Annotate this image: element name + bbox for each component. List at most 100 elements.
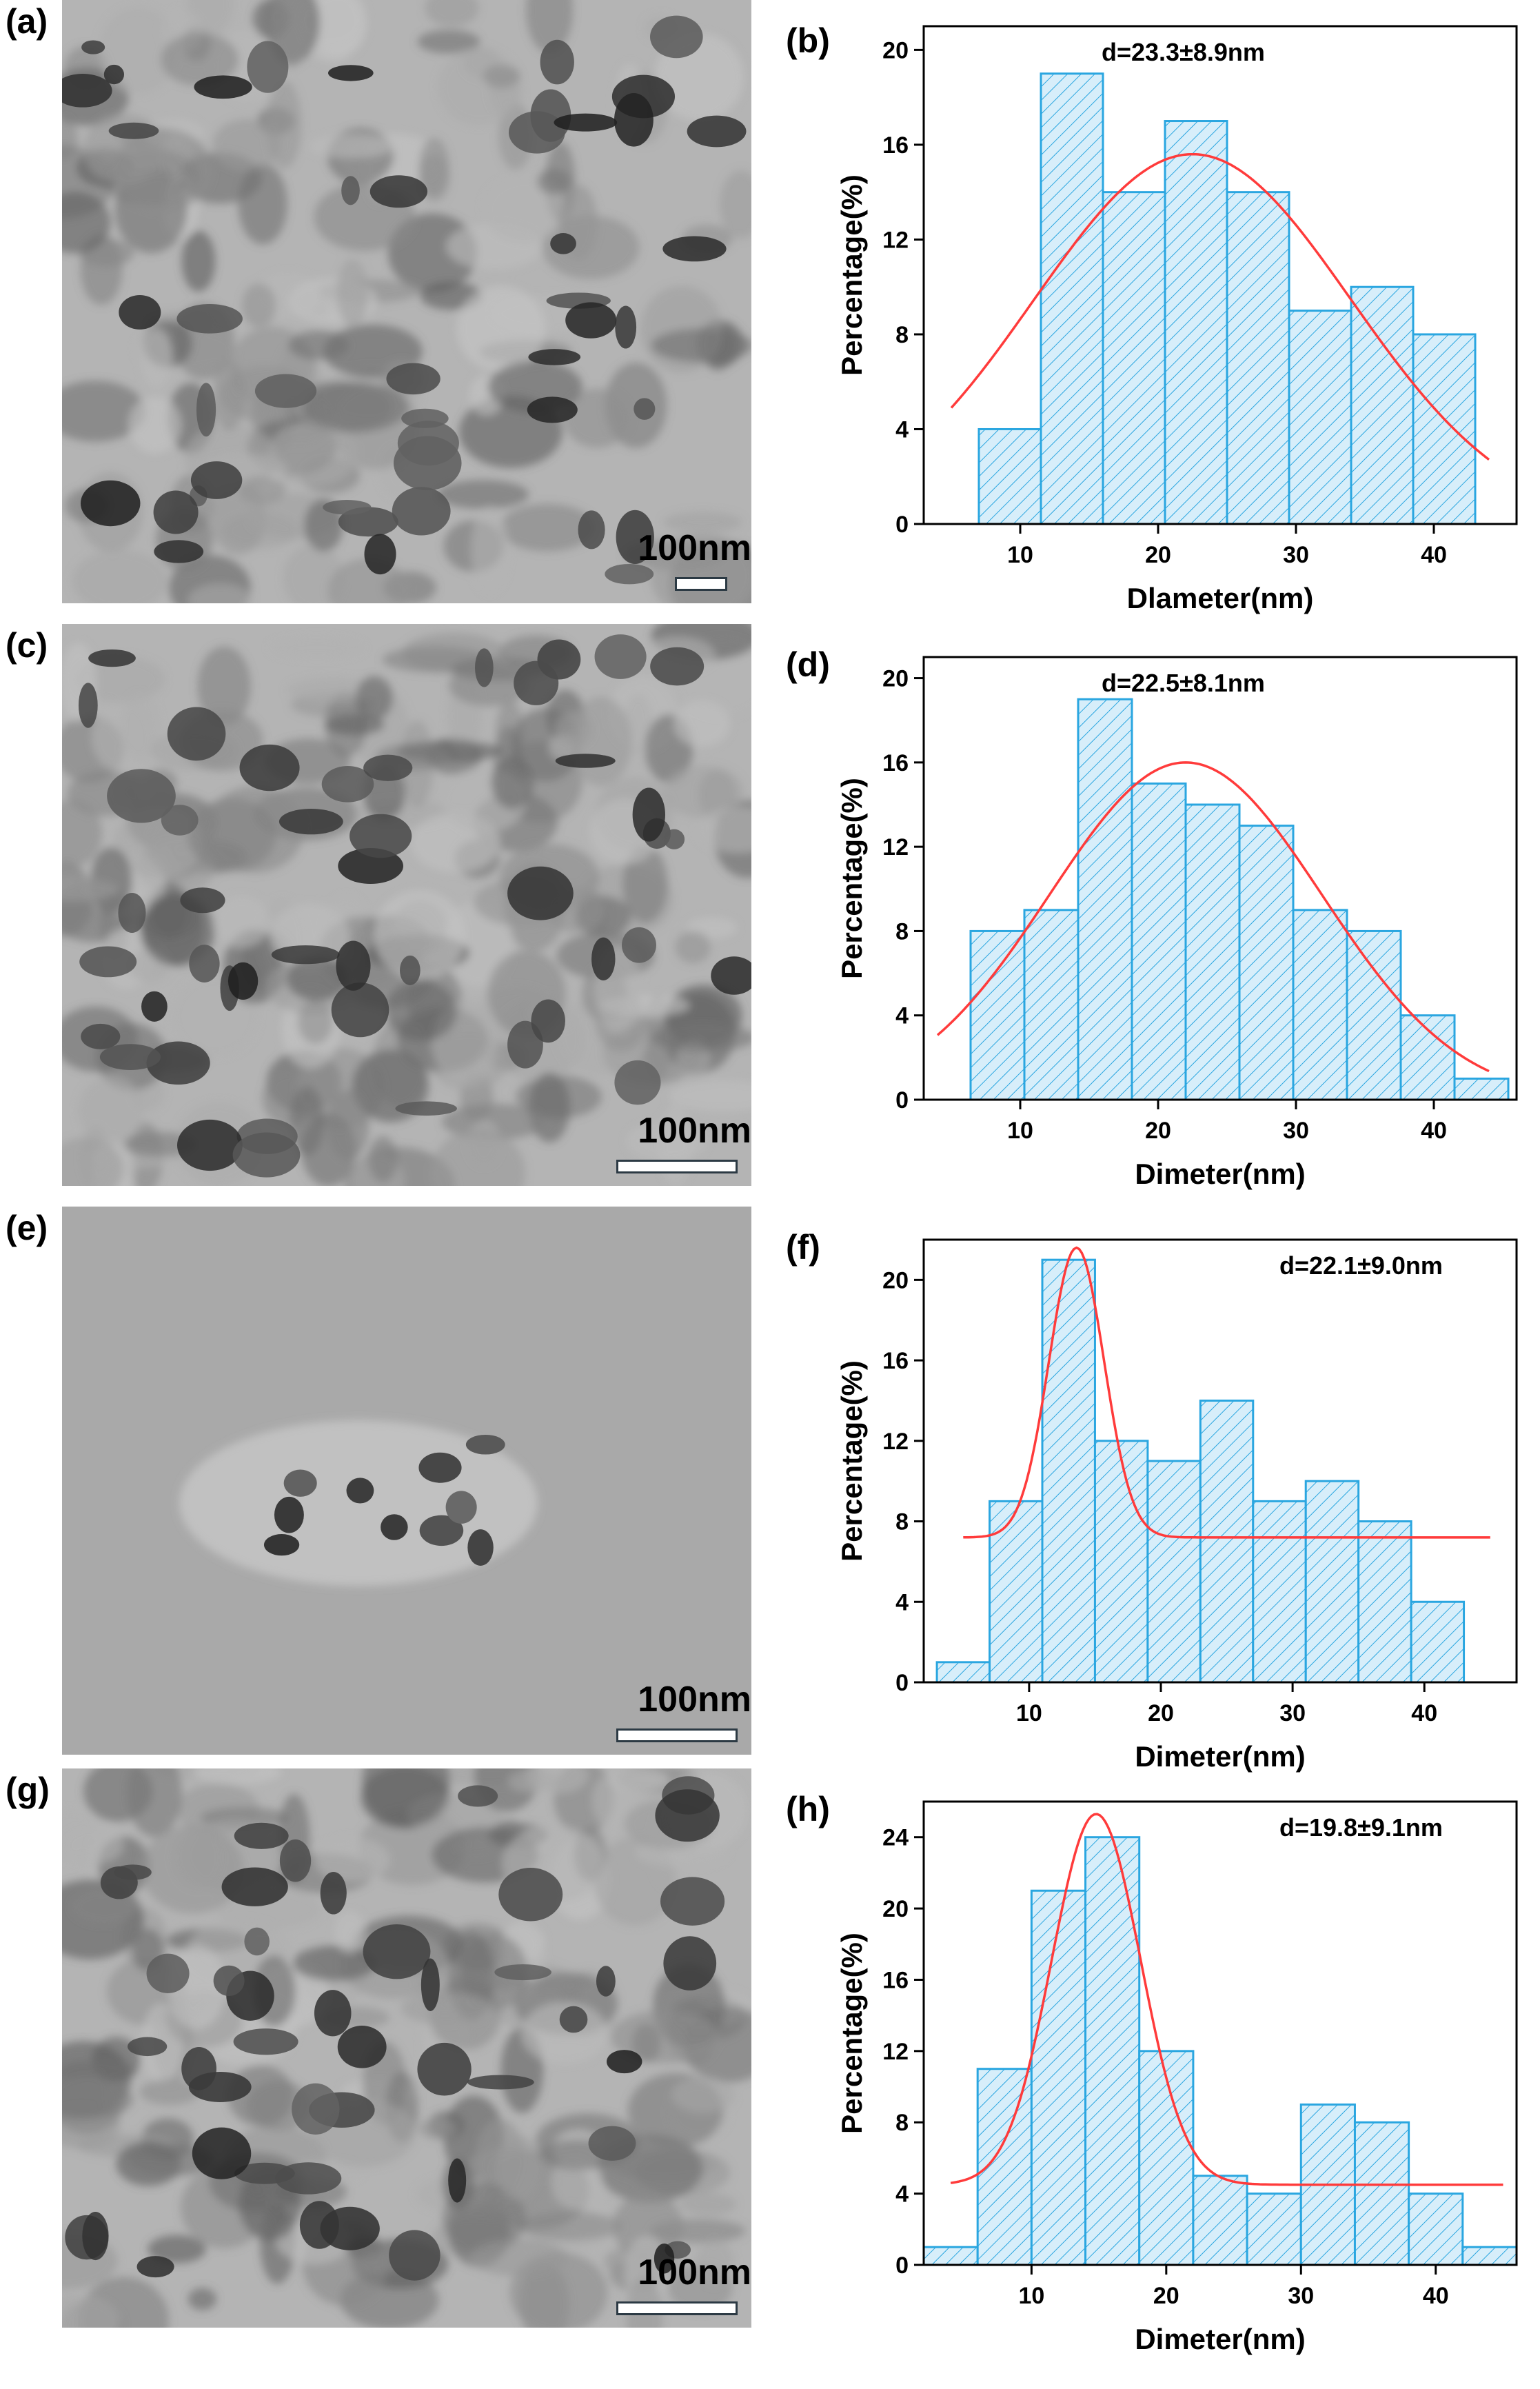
histogram-bar bbox=[1041, 1258, 1096, 1684]
histogram-bar bbox=[1453, 1077, 1510, 1101]
x-tick-label: 10 bbox=[1016, 1700, 1042, 1726]
histogram-svg: 10 20 30 40 0 4 8 12 16 20 Dimeter(nm) Percentage(%… bbox=[835, 656, 1518, 1190]
histogram-bar bbox=[1138, 2050, 1195, 2266]
y-tick-label: 12 bbox=[882, 1429, 909, 1455]
plot-frame bbox=[922, 656, 1518, 1101]
histogram-bar bbox=[1077, 698, 1133, 1101]
histogram-bar bbox=[1238, 825, 1295, 1101]
fit-curve bbox=[963, 1246, 1490, 1539]
mean-diameter-annotation: d=19.8±9.1nm bbox=[1279, 1813, 1443, 1842]
ticks: 10 20 30 40 0 4 8 12 16 20 24 bbox=[882, 1825, 1448, 2309]
y-axis-label: Percentage(%) bbox=[835, 778, 868, 979]
scale-bar-label: 100nm bbox=[638, 1680, 751, 1720]
histogram-bar bbox=[1252, 1500, 1307, 1684]
y-tick-label: 4 bbox=[895, 1003, 909, 1029]
histogram-bar bbox=[1164, 120, 1228, 525]
y-axis-label: Percentage(%) bbox=[835, 1933, 868, 2134]
figure-row: 100nm (c) 10 20 30 40 0 4 8 12 16 20 Dimeter(nm) Pe… bbox=[0, 624, 1540, 1190]
x-axis-label: Dimeter(nm) bbox=[1135, 1740, 1305, 1773]
x-tick-label: 40 bbox=[1423, 2283, 1449, 2309]
histogram-bar bbox=[1408, 2193, 1464, 2266]
x-tick-label: 30 bbox=[1279, 1700, 1306, 1726]
histogram-svg: 10 20 30 40 0 4 8 12 16 20 Dlameter(nm) Percentage(… bbox=[835, 25, 1518, 614]
ticks: 10 20 30 40 0 4 8 12 16 20 bbox=[882, 1267, 1437, 1726]
histogram-bar bbox=[1357, 1520, 1412, 1684]
tem-image: 100nm bbox=[62, 624, 751, 1186]
y-tick-label: 0 bbox=[895, 512, 909, 538]
x-tick-label: 20 bbox=[1148, 1700, 1174, 1726]
particles bbox=[78, 634, 751, 1178]
y-tick-label: 4 bbox=[895, 2181, 909, 2208]
x-axis-label: Dimeter(nm) bbox=[1135, 1158, 1305, 1190]
panel-label-image: (a) bbox=[6, 2, 48, 41]
histogram-bar bbox=[1040, 72, 1104, 525]
histogram-bar bbox=[935, 1661, 991, 1684]
scale-bar bbox=[675, 577, 727, 591]
histogram-bar bbox=[1093, 1440, 1149, 1684]
histogram-bar bbox=[1023, 909, 1080, 1101]
y-tick-label: 16 bbox=[882, 1967, 909, 1993]
micrograph bbox=[62, 1768, 751, 2328]
histogram-bar bbox=[1030, 1889, 1087, 2266]
histogram-bar bbox=[1350, 285, 1415, 525]
panel-label-chart: (f) bbox=[786, 1228, 820, 1267]
bars bbox=[977, 72, 1477, 525]
bars bbox=[969, 698, 1510, 1101]
x-tick-label: 40 bbox=[1421, 1118, 1447, 1144]
y-tick-label: 20 bbox=[882, 1267, 909, 1293]
y-tick-label: 20 bbox=[882, 37, 909, 63]
x-tick-label: 40 bbox=[1421, 542, 1447, 568]
y-tick-label: 20 bbox=[882, 1896, 909, 1922]
histogram-bar bbox=[1184, 803, 1241, 1101]
histogram-bar bbox=[1410, 1600, 1466, 1684]
x-tick-label: 20 bbox=[1145, 542, 1171, 568]
bars bbox=[922, 1836, 1518, 2266]
y-tick-label: 20 bbox=[882, 666, 909, 692]
figure-row: 100nm (g) 10 20 30 40 0 4 8 12 16 20 24 Dimeter(nm)… bbox=[0, 1768, 1540, 2355]
histogram-bar bbox=[977, 427, 1042, 525]
figure-row: 100nm (e) 10 20 30 40 0 4 8 12 16 20 Dimeter(nm) Pe… bbox=[0, 1207, 1540, 1773]
x-tick-label: 40 bbox=[1411, 1700, 1437, 1726]
scale-bar bbox=[616, 2301, 738, 2315]
tem-image: 100nm bbox=[62, 1768, 751, 2328]
y-tick-label: 24 bbox=[882, 1825, 909, 1851]
histogram-bar bbox=[1192, 2175, 1248, 2266]
micrograph bbox=[62, 0, 751, 603]
histogram-svg: 10 20 30 40 0 4 8 12 16 20 24 Dimeter(nm) Percentage… bbox=[835, 1800, 1518, 2355]
micrograph bbox=[62, 1207, 751, 1755]
histogram-bar bbox=[1084, 1836, 1141, 2266]
tem-image: 100nm bbox=[62, 0, 751, 603]
panel-label-image: (c) bbox=[6, 626, 48, 665]
micrograph bbox=[62, 624, 751, 1186]
y-tick-label: 16 bbox=[882, 132, 909, 159]
x-tick-label: 10 bbox=[1007, 542, 1033, 568]
x-axis-label: Dimeter(nm) bbox=[1135, 2323, 1305, 2355]
particles bbox=[62, 15, 747, 585]
mean-diameter-annotation: d=22.1±9.0nm bbox=[1279, 1251, 1443, 1280]
tem-image: 100nm bbox=[62, 1207, 751, 1755]
histogram-bar bbox=[1131, 782, 1187, 1101]
mean-diameter-annotation: d=23.3±8.9nm bbox=[1102, 38, 1265, 66]
x-axis-label: Dlameter(nm) bbox=[1127, 582, 1314, 614]
fit-curve bbox=[950, 1813, 1503, 2186]
y-axis-label: Percentage(%) bbox=[835, 174, 868, 376]
x-tick-label: 10 bbox=[1007, 1118, 1033, 1144]
y-tick-label: 0 bbox=[895, 1670, 909, 1696]
y-tick-label: 8 bbox=[895, 918, 909, 945]
y-tick-label: 16 bbox=[882, 1348, 909, 1374]
x-tick-label: 20 bbox=[1145, 1118, 1171, 1144]
panel-label-image: (g) bbox=[6, 1771, 50, 1809]
y-tick-label: 16 bbox=[882, 750, 909, 776]
y-tick-label: 8 bbox=[895, 1509, 909, 1535]
histogram-bar bbox=[969, 929, 1026, 1101]
y-tick-label: 12 bbox=[882, 227, 909, 253]
histogram-chart: 10 20 30 40 0 4 8 12 16 20 Dlameter(nm) Percentage(… bbox=[813, 0, 1540, 621]
histogram-chart: 10 20 30 40 0 4 8 12 16 20 Dimeter(nm) Percentage(%… bbox=[813, 1207, 1540, 1827]
histogram-bar bbox=[1199, 1399, 1255, 1684]
histogram-svg: 10 20 30 40 0 4 8 12 16 20 Dimeter(nm) Percentage(%… bbox=[835, 1238, 1518, 1773]
histogram-bar bbox=[1346, 929, 1402, 1101]
histogram-bar bbox=[1246, 2193, 1302, 2266]
fit-curve bbox=[936, 761, 1490, 1073]
scale-bar-label: 100nm bbox=[638, 2252, 751, 2292]
histogram-bar bbox=[1412, 333, 1477, 525]
